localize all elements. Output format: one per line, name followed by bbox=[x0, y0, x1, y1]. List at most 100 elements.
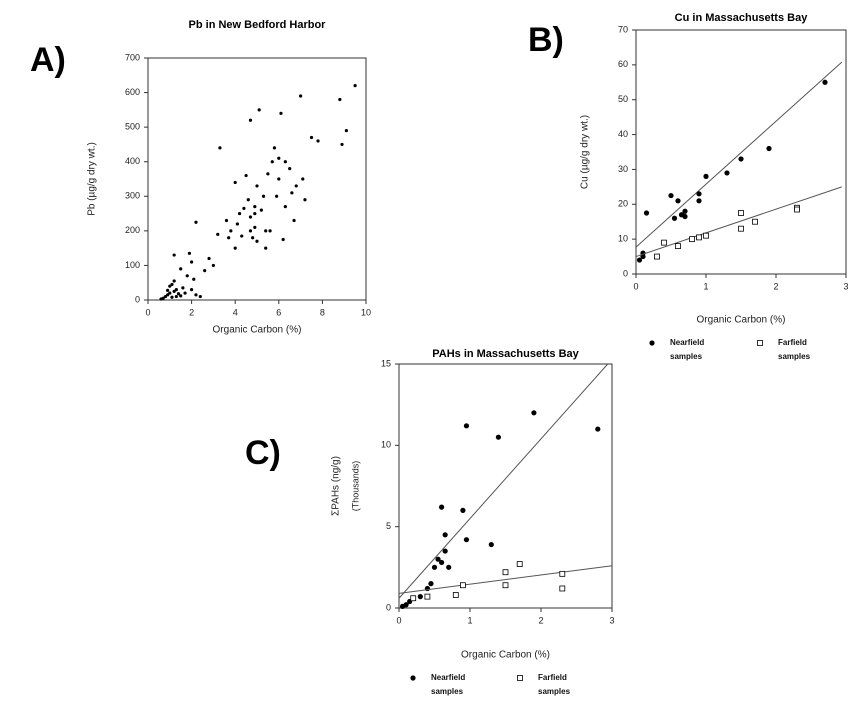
point bbox=[244, 173, 248, 178]
legend-marker bbox=[649, 340, 655, 346]
legend-marker bbox=[517, 675, 523, 681]
y-tick-label: 500 bbox=[125, 122, 140, 132]
point bbox=[303, 198, 307, 202]
point bbox=[237, 211, 242, 216]
plot-frame bbox=[398, 363, 613, 609]
x-tick-label: 6 bbox=[276, 307, 281, 317]
point bbox=[459, 582, 466, 589]
point bbox=[516, 561, 523, 567]
point bbox=[442, 532, 448, 538]
y-tick-label: 600 bbox=[125, 87, 140, 97]
point bbox=[766, 145, 772, 152]
point bbox=[661, 239, 667, 246]
point bbox=[309, 135, 314, 140]
point bbox=[281, 237, 285, 242]
x-tick-label: 0 bbox=[396, 615, 401, 625]
x-tick-label: 10 bbox=[361, 307, 371, 317]
point bbox=[654, 253, 660, 260]
y-tick-label: 50 bbox=[618, 94, 628, 104]
y-tick-label: 700 bbox=[125, 52, 140, 62]
y-tick-label: 100 bbox=[125, 260, 140, 270]
y-tick-label: 60 bbox=[618, 59, 628, 69]
point bbox=[738, 210, 744, 216]
point bbox=[183, 291, 187, 295]
point bbox=[233, 180, 237, 185]
panel-label: A) bbox=[30, 41, 66, 79]
legend-label: Farfield samples bbox=[538, 673, 571, 696]
point bbox=[198, 294, 202, 299]
point bbox=[172, 279, 176, 283]
point bbox=[279, 111, 283, 115]
point bbox=[261, 194, 266, 198]
point bbox=[696, 198, 702, 204]
point bbox=[442, 548, 448, 554]
point bbox=[403, 602, 409, 608]
point bbox=[266, 172, 270, 176]
point bbox=[643, 210, 650, 216]
point bbox=[216, 232, 220, 236]
point bbox=[264, 229, 268, 233]
legend-label: Nearfield samples bbox=[670, 338, 705, 361]
point bbox=[340, 142, 344, 147]
x-tick-label: 3 bbox=[843, 281, 848, 291]
point bbox=[344, 129, 348, 133]
x-tick-label: 2 bbox=[773, 281, 778, 291]
x-tick-label: 0 bbox=[145, 307, 150, 317]
point bbox=[452, 592, 459, 598]
point bbox=[696, 234, 702, 241]
x-tick-label: 3 bbox=[609, 615, 614, 625]
point bbox=[174, 288, 178, 292]
point bbox=[822, 79, 828, 85]
point bbox=[253, 225, 257, 229]
point bbox=[166, 288, 170, 292]
point bbox=[463, 537, 470, 543]
point bbox=[495, 434, 501, 440]
x-axis-label: Organic Carbon (%) bbox=[697, 315, 786, 326]
point bbox=[176, 292, 181, 296]
point bbox=[246, 198, 250, 202]
y-tick-label: 30 bbox=[618, 164, 628, 174]
point bbox=[301, 177, 305, 181]
chart-title: Pb in New Bedford Harbor bbox=[189, 19, 327, 31]
point bbox=[794, 206, 800, 213]
point bbox=[255, 239, 259, 243]
point bbox=[187, 251, 192, 255]
point bbox=[595, 426, 601, 432]
y-tick-label: 10 bbox=[381, 440, 391, 450]
point bbox=[172, 289, 176, 293]
point bbox=[248, 229, 253, 233]
point bbox=[559, 570, 566, 577]
x-tick-label: 4 bbox=[233, 307, 238, 317]
point bbox=[439, 504, 445, 510]
plot-frame bbox=[147, 57, 367, 301]
y-tick-label: 20 bbox=[618, 199, 628, 209]
legend-label: Farfield samples bbox=[778, 338, 811, 361]
point bbox=[502, 582, 509, 589]
point bbox=[675, 198, 681, 204]
point bbox=[283, 205, 287, 209]
point bbox=[724, 170, 730, 176]
point bbox=[268, 229, 272, 233]
point bbox=[275, 194, 279, 198]
point bbox=[316, 139, 320, 143]
point bbox=[424, 593, 431, 600]
y-tick-label: 10 bbox=[618, 234, 628, 244]
legend-label: Nearfield samples bbox=[431, 673, 466, 696]
point bbox=[251, 236, 255, 240]
y-tick-label: 15 bbox=[381, 358, 391, 368]
point bbox=[270, 160, 274, 164]
point bbox=[738, 225, 744, 232]
point bbox=[272, 146, 277, 150]
point bbox=[194, 220, 198, 224]
point bbox=[299, 94, 303, 98]
y-tick-label: 0 bbox=[386, 602, 391, 612]
point bbox=[668, 192, 674, 199]
point bbox=[559, 585, 566, 592]
point bbox=[689, 236, 695, 243]
point bbox=[207, 256, 211, 261]
y-tick-label: 0 bbox=[623, 268, 628, 278]
point bbox=[248, 118, 253, 122]
legend-marker bbox=[757, 340, 763, 346]
